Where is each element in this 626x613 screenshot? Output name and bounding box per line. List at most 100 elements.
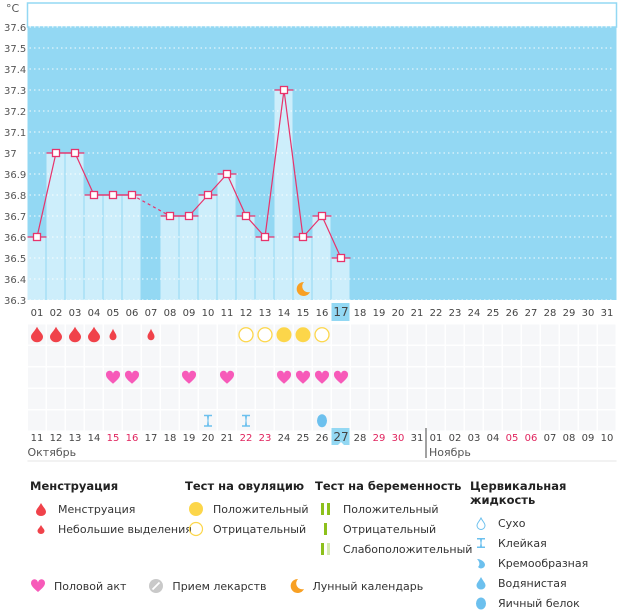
event-cell (389, 367, 407, 388)
x-tick-label: 05 (107, 308, 120, 319)
event-cell (123, 410, 141, 431)
event-cell (370, 410, 388, 431)
calendar-date: 02 (449, 433, 462, 444)
calendar-date: 08 (563, 433, 576, 444)
event-cell (465, 389, 483, 409)
x-tick-label: 17 (333, 305, 348, 319)
event-cell (465, 410, 483, 431)
moon-icon (296, 281, 310, 296)
event-cell (598, 324, 616, 345)
calendar-date: 16 (126, 433, 139, 444)
event-cell (370, 346, 388, 366)
egg-icon (470, 596, 492, 610)
x-tick-label: 20 (392, 308, 405, 319)
sticky-icon (242, 414, 250, 427)
event-cell (294, 346, 312, 366)
x-tick-label: 03 (69, 308, 82, 319)
x-tick-label: 31 (601, 308, 614, 319)
temperature-bar (198, 195, 217, 300)
event-cell (351, 367, 369, 388)
event-cell (104, 346, 122, 366)
menstruation-heavy-icon (50, 326, 62, 343)
event-cell (161, 324, 179, 345)
event-cell (142, 367, 160, 388)
legend-title: Тест на овуляцию (185, 479, 305, 493)
drop-outline-icon (470, 516, 492, 530)
today-highlight (331, 428, 350, 445)
current-day-highlight (331, 303, 350, 321)
temperature-bar (46, 153, 65, 300)
menstruation-heavy-icon (69, 326, 81, 343)
y-tick-label: 36.3 (4, 296, 26, 307)
calendar-date: 22 (240, 433, 253, 444)
event-cell (161, 367, 179, 388)
event-cell (560, 367, 578, 388)
ovulation-negative-icon (238, 327, 254, 343)
x-tick-label: 13 (259, 308, 272, 319)
event-cell (28, 410, 46, 431)
two-bars-icon (315, 502, 337, 516)
calendar-date: 28 (354, 433, 367, 444)
event-cell (256, 346, 274, 366)
event-cell (522, 367, 540, 388)
event-cell (541, 389, 559, 409)
event-cell (598, 389, 616, 409)
event-cell (142, 346, 160, 366)
x-tick-label: 06 (126, 308, 139, 319)
legend-cervical: Цервикальная жидкость Сухо Клейкая Кремо… (470, 479, 626, 613)
event-cell (503, 410, 521, 431)
event-cell (123, 324, 141, 345)
line-segment (36, 152, 57, 238)
event-cell (351, 410, 369, 431)
event-cell (389, 324, 407, 345)
event-cell (332, 389, 350, 409)
event-cell (465, 346, 483, 366)
event-cell (484, 389, 502, 409)
calendar-date: 21 (221, 433, 234, 444)
legend-item: Половой акт (30, 578, 126, 594)
event-cell (351, 324, 369, 345)
data-point (70, 148, 80, 158)
event-cell (465, 367, 483, 388)
event-cell (199, 346, 217, 366)
temperature-bar (27, 237, 46, 300)
legend-title: Тест на беременность (315, 479, 462, 493)
y-tick-label: 36.6 (4, 233, 26, 244)
event-cell (522, 346, 540, 366)
event-cell (313, 346, 331, 366)
event-cell (579, 346, 597, 366)
legend-item: Клейкая (470, 533, 626, 553)
event-cell (560, 346, 578, 366)
event-cell (579, 367, 597, 388)
faint-bars-icon (315, 542, 337, 556)
data-point (165, 211, 175, 221)
legend-item: Прием лекарств (148, 578, 267, 594)
y-tick-label: 37.4 (4, 65, 26, 76)
chart-header-frame (26, 2, 618, 28)
event-cell (446, 324, 464, 345)
pill-icon (148, 578, 164, 594)
x-tick-label: 24 (468, 308, 481, 319)
creamy-icon (470, 556, 492, 570)
x-tick-label: 08 (164, 308, 177, 319)
x-tick-label: 25 (487, 308, 500, 319)
x-tick-label: 14 (278, 308, 291, 319)
drop-large-icon (30, 502, 52, 516)
hourglass-icon (470, 536, 492, 550)
temperature-bar (122, 195, 141, 300)
temperature-bar (103, 195, 122, 300)
legend-item: Водянистая (470, 573, 626, 593)
legend-item: Отрицательный (185, 519, 309, 539)
calendar-date: 23 (259, 433, 272, 444)
event-cell (256, 389, 274, 409)
temperature-bar (293, 237, 312, 300)
y-tick-label: 37 (4, 149, 17, 160)
event-cell (446, 389, 464, 409)
month-label: Октябрь (28, 446, 77, 459)
event-cell (237, 367, 255, 388)
event-cell (256, 367, 274, 388)
y-tick-label: 37.1 (4, 128, 26, 139)
event-cell (522, 410, 540, 431)
event-cell (370, 389, 388, 409)
today-marker (338, 442, 344, 445)
